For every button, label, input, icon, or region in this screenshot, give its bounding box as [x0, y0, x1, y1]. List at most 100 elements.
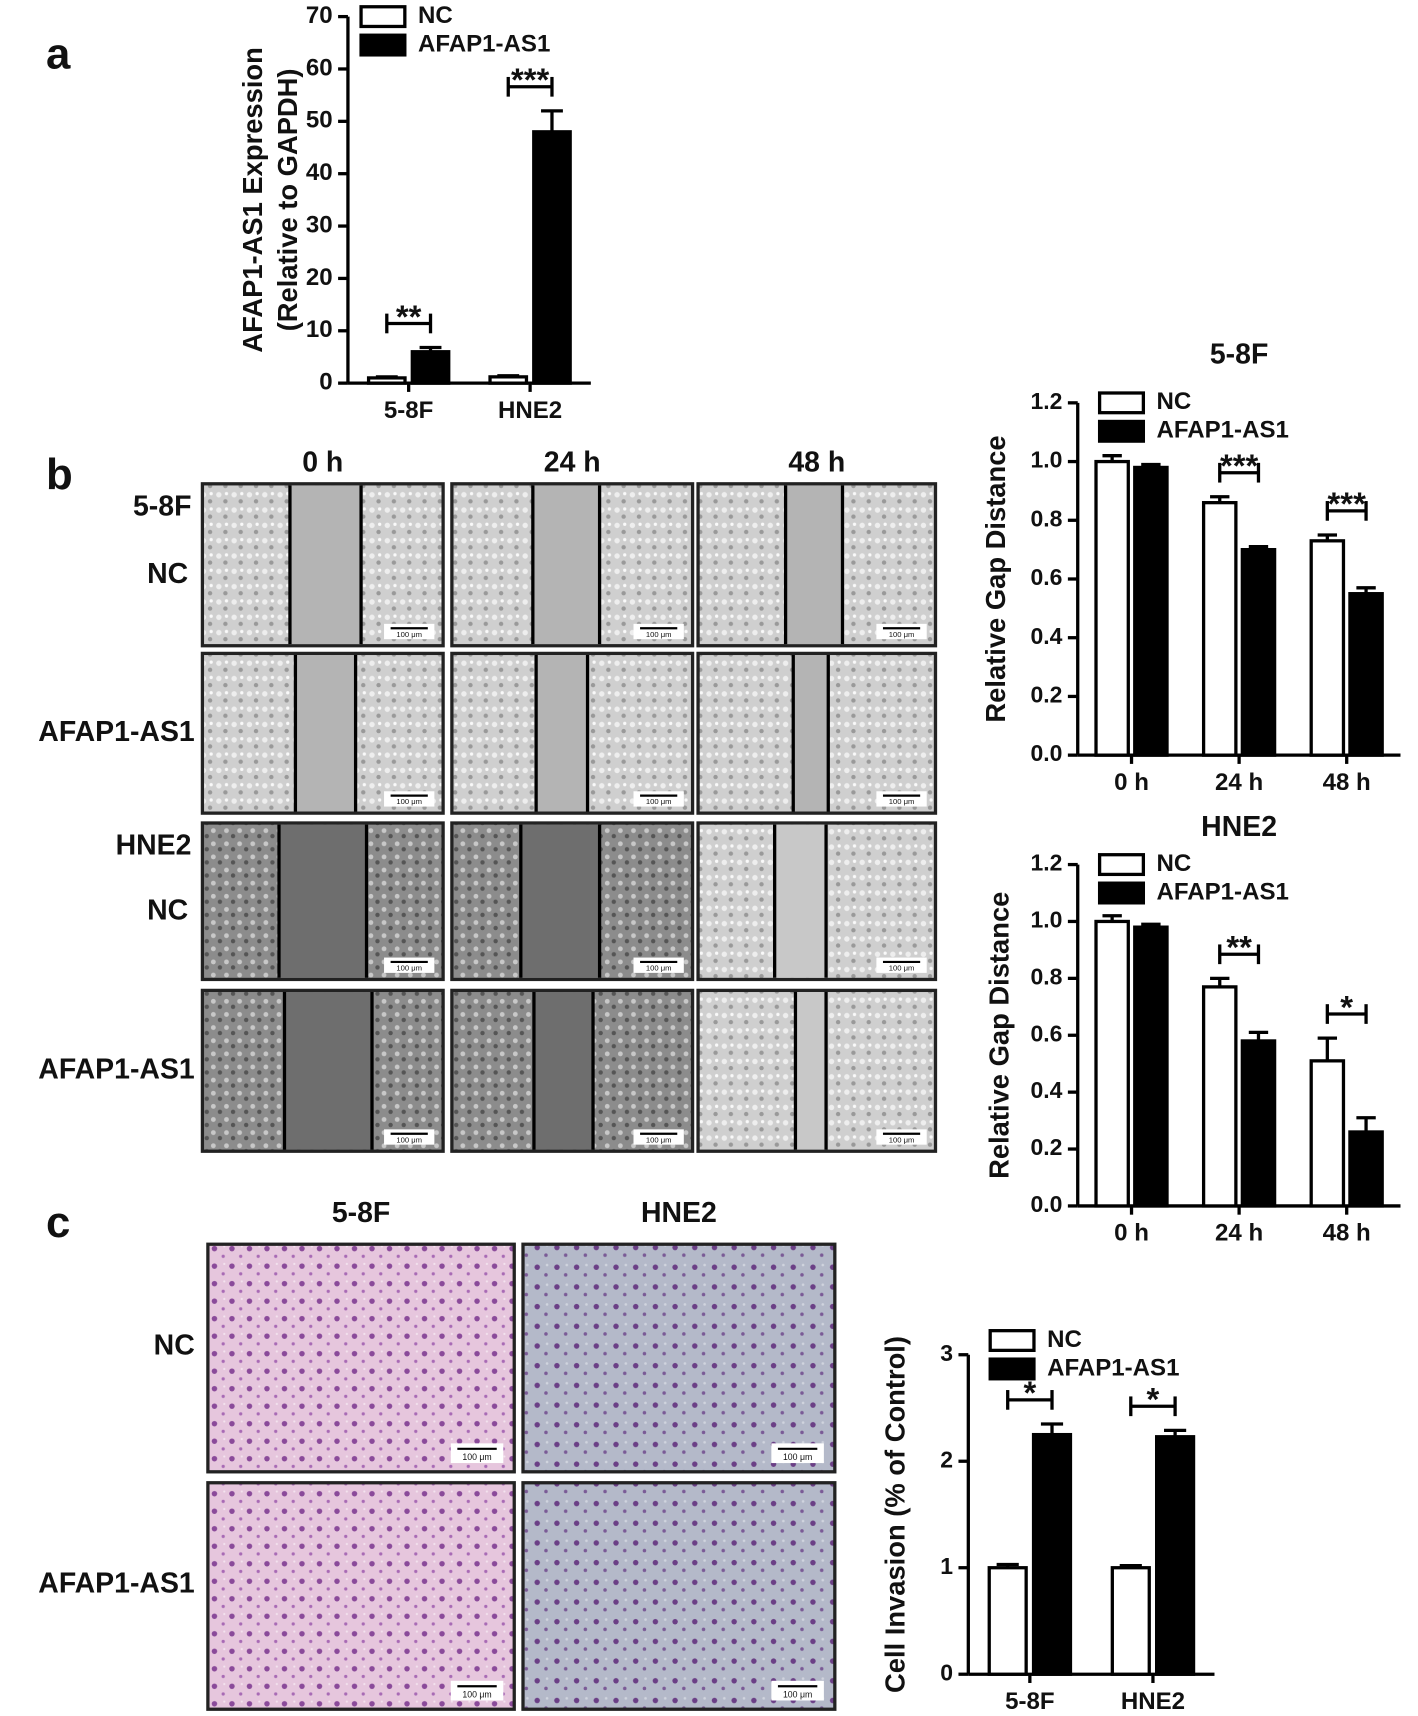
- scratch-gap: [284, 992, 373, 1150]
- panel-label: a: [46, 30, 71, 79]
- scale-bar-label: 100 μm: [396, 630, 422, 639]
- significance-label: **: [396, 298, 422, 335]
- bar: [1094, 919, 1130, 1208]
- scale-bar-label: 100 μm: [889, 1135, 915, 1144]
- legend-swatch: [1097, 881, 1146, 905]
- significance-label: ***: [1220, 447, 1259, 484]
- legend-swatch: [1097, 853, 1146, 877]
- chart-title: 5-8F: [1210, 338, 1268, 370]
- scale-bar-label: 100 μm: [646, 630, 672, 639]
- bar: [1133, 925, 1169, 1208]
- y-tick-label: 0: [319, 369, 332, 396]
- scale-bar-label: 100 μm: [646, 964, 672, 973]
- y-tick-label: 70: [306, 2, 333, 29]
- significance-label: *: [1147, 1381, 1160, 1418]
- scale-bar-label: 100 μm: [462, 1452, 491, 1462]
- row-label: NC: [147, 558, 188, 590]
- x-tick-label: 48 h: [1323, 769, 1371, 796]
- y-tick-label: 60: [306, 54, 333, 81]
- micrograph: [206, 1242, 516, 1474]
- y-tick-label: 1.0: [1030, 907, 1062, 933]
- scratch-gap: [785, 485, 843, 645]
- bar: [1309, 1059, 1346, 1208]
- y-axis-label: Cell Invasion (% of Control): [879, 1336, 910, 1693]
- bar: [1154, 1435, 1196, 1676]
- bar: [488, 375, 529, 385]
- y-axis-label: AFAP1-AS1 Expression: [237, 47, 268, 352]
- bar: [532, 130, 572, 385]
- y-tick-label: 40: [306, 159, 333, 186]
- chart: AFAP1-AS1 Expression (Relative to GAPDH) 0…: [237, 2, 591, 424]
- bar: [1348, 1130, 1384, 1208]
- scale-bar-label: 100 μm: [783, 1452, 812, 1462]
- micrograph: [521, 1481, 837, 1711]
- legend-label: AFAP1-AS1: [1047, 1354, 1179, 1381]
- y-tick-label: 0.2: [1030, 1134, 1062, 1160]
- column-header: 5-8F: [332, 1197, 390, 1229]
- bar: [366, 376, 407, 385]
- bar: [1110, 1566, 1151, 1676]
- scratch-gap: [774, 824, 827, 978]
- x-tick-label: HNE2: [1121, 1688, 1185, 1715]
- y-tick-label: 1.2: [1030, 388, 1062, 414]
- column-header: 48 h: [788, 447, 845, 479]
- row-label: AFAP1-AS1: [38, 1568, 195, 1600]
- y-tick-label: 0.6: [1030, 564, 1062, 590]
- x-tick-label: 48 h: [1323, 1220, 1371, 1247]
- scale-bar-label: 100 μm: [396, 1135, 422, 1144]
- legend-swatch: [1097, 391, 1146, 415]
- scratch-gap: [279, 824, 367, 978]
- legend-swatch: [988, 1329, 1036, 1353]
- scale-bar-label: 100 μm: [396, 797, 422, 806]
- chart: 5-8F Relative Gap Distance 0.0 0.2 0.4 0.6 0.8…: [980, 338, 1401, 796]
- bar: [1201, 985, 1238, 1208]
- panel-label: b: [46, 450, 73, 499]
- bar: [1201, 501, 1238, 757]
- scratch-gap: [533, 992, 594, 1150]
- y-tick-label: 0.0: [1030, 740, 1062, 766]
- y-axis-label: Relative Gap Distance: [983, 892, 1014, 1179]
- x-tick-label: 24 h: [1215, 1220, 1263, 1247]
- legend-label: NC: [1047, 1326, 1082, 1353]
- significance-label: *: [1023, 1374, 1036, 1411]
- bar: [1133, 465, 1169, 757]
- y-tick-label: 0.0: [1030, 1191, 1062, 1217]
- micrograph: [521, 1242, 837, 1474]
- row-cell-line: 5-8F: [133, 490, 191, 522]
- chart: HNE2 Relative Gap Distance 0.0 0.2 0.4 0.6 0.8…: [983, 811, 1401, 1247]
- row-label: AFAP1-AS1: [38, 716, 195, 748]
- legend-swatch: [359, 33, 407, 57]
- legend-swatch: [359, 5, 407, 29]
- legend-swatch: [988, 1357, 1036, 1381]
- y-tick-label: 10: [306, 316, 333, 343]
- y-tick-label: 0.2: [1030, 681, 1062, 707]
- y-tick-label: 50: [306, 107, 333, 134]
- column-header: 24 h: [544, 447, 601, 479]
- scratch-gap: [295, 655, 356, 812]
- scale-bar-label: 100 μm: [889, 964, 915, 973]
- legend-swatch: [1097, 419, 1146, 443]
- scratch-gap: [536, 655, 588, 812]
- legend-label: AFAP1-AS1: [418, 30, 550, 57]
- bar: [1094, 459, 1130, 757]
- scale-bar-label: 100 μm: [462, 1689, 491, 1699]
- significance-label: ***: [1328, 485, 1367, 522]
- scratch-gap: [795, 992, 827, 1150]
- y-tick-label: 20: [306, 264, 333, 291]
- y-tick-label: 3: [940, 1340, 953, 1366]
- scratch-gap: [289, 485, 362, 645]
- y-tick-label: 1: [940, 1553, 953, 1579]
- x-tick-label: 0 h: [1114, 1220, 1149, 1247]
- column-header: 0 h: [302, 447, 343, 479]
- scale-bar-label: 100 μm: [646, 1135, 672, 1144]
- x-tick-label: 5-8F: [1005, 1688, 1054, 1715]
- x-tick-label: 24 h: [1215, 769, 1263, 796]
- y-axis-label: Relative Gap Distance: [980, 435, 1011, 722]
- scale-bar-label: 100 μm: [396, 964, 422, 973]
- significance-label: *: [1340, 988, 1353, 1025]
- column-header: HNE2: [641, 1197, 717, 1229]
- y-tick-label: 30: [306, 211, 333, 238]
- scratch-gap: [520, 824, 600, 978]
- legend-label: AFAP1-AS1: [1157, 878, 1289, 905]
